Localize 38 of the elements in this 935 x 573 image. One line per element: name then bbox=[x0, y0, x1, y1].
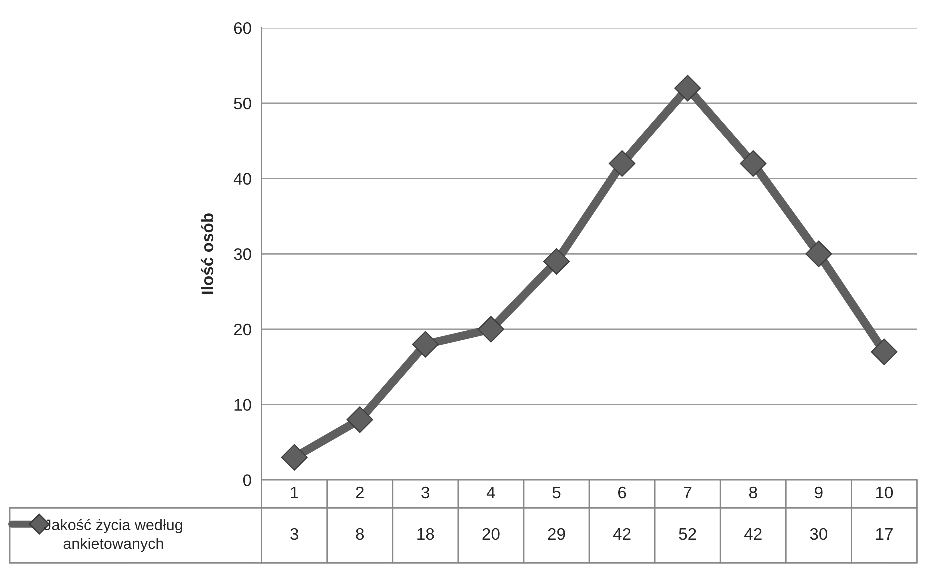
x-tick-label: 7 bbox=[684, 487, 692, 498]
point bbox=[609, 150, 636, 177]
data-label: 20 bbox=[482, 528, 500, 540]
point bbox=[478, 316, 504, 343]
point bbox=[871, 338, 898, 366]
point bbox=[806, 240, 832, 268]
data-label: 3 bbox=[290, 528, 298, 540]
x-tick-label: 5 bbox=[552, 487, 561, 499]
data-label: 8 bbox=[356, 528, 364, 540]
y-tick-label: 40 bbox=[234, 173, 252, 185]
x-tick-label: 10 bbox=[876, 486, 894, 499]
data-label: 29 bbox=[548, 528, 566, 540]
point bbox=[412, 331, 439, 358]
x-tick-label: 8 bbox=[749, 486, 758, 499]
x-tick-label: 6 bbox=[618, 486, 626, 499]
data-label: 42 bbox=[613, 528, 631, 540]
y-tick-label: 10 bbox=[234, 399, 252, 412]
y-tick-label: 30 bbox=[234, 248, 252, 260]
point bbox=[674, 75, 702, 102]
point bbox=[740, 150, 767, 177]
data-label: 52 bbox=[679, 528, 696, 540]
x-tick-label: 1 bbox=[291, 487, 298, 498]
point bbox=[543, 248, 570, 275]
point bbox=[346, 406, 374, 434]
point bbox=[281, 444, 308, 471]
y-tick-label: 0 bbox=[243, 474, 252, 486]
data-label: 17 bbox=[876, 528, 893, 540]
y-axis-title: Ilość osób bbox=[201, 214, 214, 294]
data-label: 42 bbox=[744, 528, 762, 540]
y-tick-label: 60 bbox=[234, 22, 252, 34]
y-tick-label: 20 bbox=[234, 324, 252, 336]
x-tick-label: 9 bbox=[815, 486, 823, 499]
x-tick-label: 3 bbox=[422, 486, 430, 499]
data-label: 18 bbox=[418, 528, 434, 540]
x-tick-label: 4 bbox=[486, 487, 496, 498]
y-tick-label: 50 bbox=[234, 98, 252, 110]
x-tick-label: 2 bbox=[356, 486, 364, 498]
data-label: 30 bbox=[810, 528, 828, 540]
